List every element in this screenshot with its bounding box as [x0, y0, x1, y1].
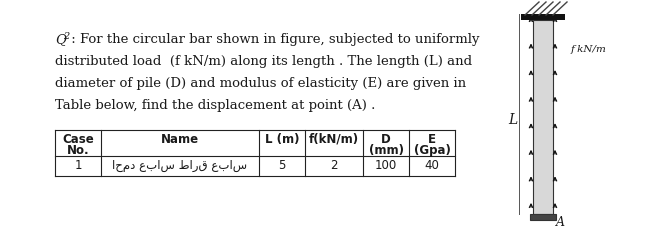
Text: No.: No.	[67, 144, 89, 157]
Text: 2: 2	[330, 159, 338, 172]
Text: distributed load  (f kN/m) along its length . The length (L) and: distributed load (f kN/m) along its leng…	[55, 55, 472, 68]
Bar	[521, 14, 565, 20]
Text: diameter of pile (D) and modulus of elasticity (E) are given in: diameter of pile (D) and modulus of elas…	[55, 77, 466, 90]
Text: (mm): (mm)	[368, 144, 403, 157]
Text: Case: Case	[62, 133, 94, 146]
Text: Name: Name	[161, 133, 199, 146]
Text: 5: 5	[278, 159, 286, 172]
Text: L (m): L (m)	[265, 133, 299, 146]
Text: E: E	[428, 133, 436, 146]
Text: 100: 100	[375, 159, 397, 172]
Text: احمد عباس طارق عباس: احمد عباس طارق عباس	[112, 159, 248, 172]
Text: f kN/m: f kN/m	[571, 45, 607, 55]
Text: D: D	[381, 133, 391, 146]
Text: f(kN/m): f(kN/m)	[309, 133, 359, 146]
Text: L: L	[508, 113, 518, 127]
Text: 2: 2	[63, 32, 69, 41]
Text: 1: 1	[74, 159, 82, 172]
Text: : For the circular bar shown in figure, subjected to uniformly: : For the circular bar shown in figure, …	[67, 33, 479, 46]
Text: Table below, find the displacement at point (A) .: Table below, find the displacement at po…	[55, 99, 375, 112]
Text: (Gpa): (Gpa)	[414, 144, 450, 157]
Bar	[533, 20, 553, 214]
Text: A: A	[556, 216, 565, 229]
Text: 40: 40	[424, 159, 440, 172]
Bar	[530, 214, 556, 220]
Text: Q: Q	[55, 33, 66, 46]
